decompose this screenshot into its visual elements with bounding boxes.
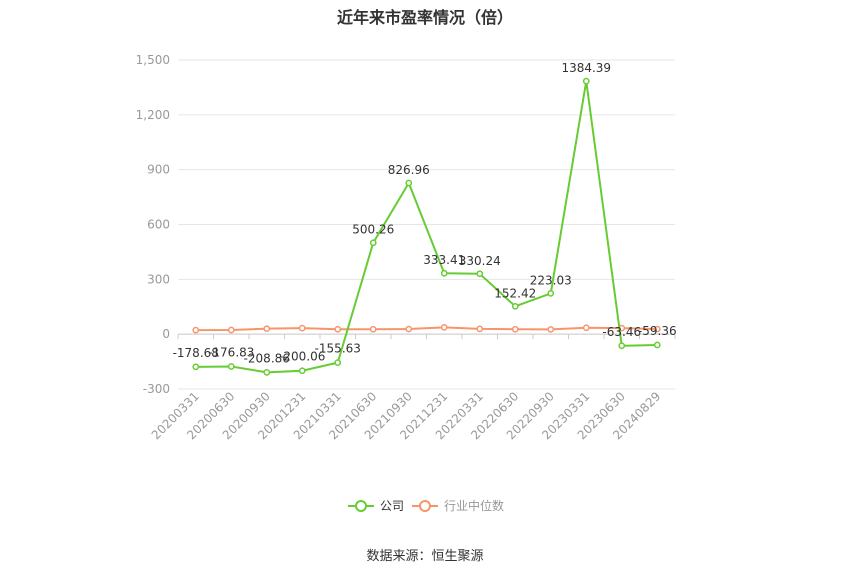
industry-data-point [440, 324, 448, 331]
y-tick-label: 300 [147, 272, 170, 286]
industry-data-point [298, 324, 306, 332]
industry-data-point [476, 325, 484, 333]
legend-label: 公司 [380, 499, 404, 513]
legend-industry: 行业中位数 [412, 498, 504, 513]
company-data-point [227, 363, 235, 370]
company-data-point [653, 341, 661, 349]
company-data-label: -200.06 [279, 350, 325, 364]
company-data-label: -178.68 [173, 346, 219, 360]
company-data-label: -59.36 [638, 324, 677, 338]
industry-data-point [547, 326, 555, 333]
y-tick-label: -300 [143, 382, 170, 396]
industry-data-point [192, 326, 200, 334]
company-data-point [476, 270, 484, 278]
company-data-label: 330.24 [459, 254, 501, 268]
company-data-label: 333.41 [423, 253, 465, 267]
company-data-point [369, 239, 377, 247]
y-tick-label: 900 [147, 163, 170, 177]
company-data-point [618, 342, 626, 350]
y-tick-label: 1,200 [136, 108, 170, 122]
legend-label: 行业中位数 [444, 498, 504, 513]
company-data-label: -63.46 [602, 325, 641, 339]
industry-series-line [195, 326, 658, 332]
company-data-point [334, 359, 342, 366]
company-data-label: 500.26 [352, 223, 394, 237]
industry-data-point [405, 325, 413, 333]
chart-title: 近年来市盈率情况（倍） [336, 8, 513, 27]
industry-data-point [227, 326, 235, 334]
company-data-point [511, 302, 519, 310]
legend-company: 公司 [348, 499, 404, 513]
company-series-line [195, 80, 658, 374]
y-tick-label: 600 [147, 218, 170, 232]
company-data-label: 152.42 [494, 286, 536, 300]
industry-data-point [263, 325, 271, 333]
company-data-point [582, 77, 590, 85]
y-tick-label: 1,500 [136, 53, 170, 67]
company-data-label: -176.83 [208, 345, 254, 359]
company-data-label: -208.86 [244, 351, 290, 365]
company-data-label: 826.96 [388, 163, 430, 177]
industry-data-point [511, 325, 519, 333]
legend-marker [419, 500, 431, 512]
company-data-label: 1384.39 [561, 61, 611, 75]
company-data-point [298, 367, 306, 375]
company-data-label: 223.03 [530, 273, 572, 287]
y-tick-label: 0 [162, 327, 170, 341]
data-source: 数据来源：恒生聚源 [366, 549, 484, 564]
company-data-point [547, 290, 555, 297]
company-data-point [405, 179, 413, 187]
company-data-label: -155.63 [315, 342, 361, 356]
company-data-point [263, 368, 271, 376]
industry-data-point [334, 325, 342, 333]
company-data-point [192, 363, 200, 371]
legend-marker [355, 500, 367, 512]
industry-data-point [369, 325, 377, 333]
industry-data-point [582, 324, 590, 332]
company-data-point [440, 269, 448, 277]
industry-data-point [653, 325, 661, 333]
